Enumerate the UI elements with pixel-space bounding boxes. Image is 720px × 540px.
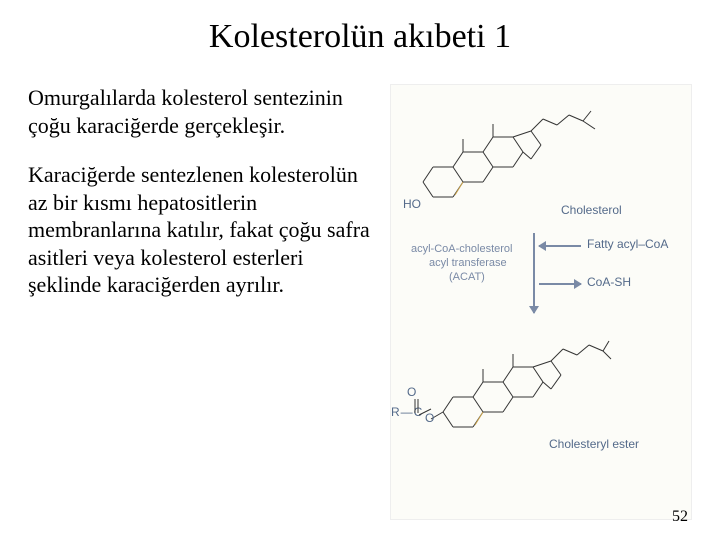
reaction-arrow-icon [533,233,535,313]
enzyme-label-1: acyl-CoA-cholesterol [411,243,512,255]
paragraph-2: Karaciğerde sentezlenen kolesterolün az … [28,161,378,299]
cholesterol-label: Cholesterol [561,203,622,217]
paragraph-1: Omurgalılarda kolesterol sentezinin çoğu… [28,84,378,139]
enzyme-label-3: (ACAT) [449,271,485,283]
slide: Kolesterolün akıbeti 1 Omurgalılarda kol… [0,0,720,540]
product-out-arrow-icon [539,283,581,285]
cholesteryl-ester-label: Cholesteryl ester [549,437,639,451]
text-column: Omurgalılarda kolesterol sentezinin çoğu… [28,84,378,520]
substrate-in-arrow-icon [539,245,581,247]
cholesteryl-ester-structure-icon [413,317,613,452]
page-number: 52 [672,508,688,526]
ho-label: HO [403,197,421,211]
slide-title: Kolesterolün akıbeti 1 [28,18,692,56]
figure-panel: HO Cholesterol acyl-CoA-cholesterol acyl… [390,84,692,520]
content-row: Omurgalılarda kolesterol sentezinin çoğu… [28,84,692,520]
enzyme-label-2: acyl transferase [429,257,507,269]
fatty-acyl-coa-label: Fatty acyl–CoA [587,237,668,251]
coa-sh-label: CoA-SH [587,275,631,289]
cholesterol-structure-icon [413,87,603,217]
o-single-label: O [425,411,434,425]
